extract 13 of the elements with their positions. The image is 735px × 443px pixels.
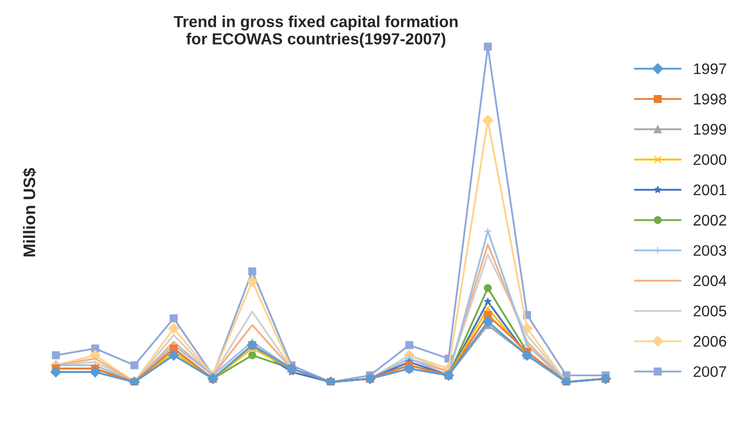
legend-label: 1999 [694,124,726,135]
legend-label: 2002 [694,214,726,226]
legend-label: 2000 [694,154,726,166]
legend-label: 1998 [694,94,726,104]
legend-label: 2004 [694,275,726,286]
legend-label: 2007 [694,366,726,378]
legend-label: 2005 [694,306,726,316]
legend-label: 2001 [694,184,726,196]
legend-label: 1997 [694,63,726,74]
chart-title: Trend in gross fixed capital formation for ECOWAS countries(1997-2007) [174,16,458,48]
y-axis-title: Million US$ [22,168,36,256]
legend-label: 2003 [694,245,726,256]
legend-label: 2006 [694,336,726,347]
